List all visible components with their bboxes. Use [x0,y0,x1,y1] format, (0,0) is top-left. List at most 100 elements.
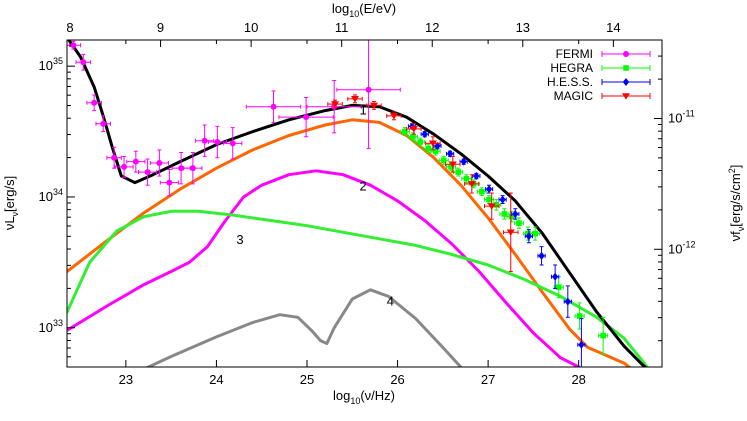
curve-label: 2 [360,178,367,193]
curve-label: 4 [387,294,394,309]
top-tick-label: 14 [606,20,620,35]
marker-triangle [506,229,515,236]
curve-labels: 1 2 3 4 [236,103,394,309]
marker-triangle [409,126,418,133]
model-curve-2 [67,169,581,367]
marker-square [432,148,439,154]
data-point [513,217,524,229]
marker-square [440,157,447,164]
data-point [75,53,92,71]
marker-square [425,145,432,152]
marker-circle [91,99,98,106]
marker-circle [144,169,151,176]
marker-diamond [446,149,454,158]
marker-circle [178,165,185,172]
data-point [577,318,586,367]
data-point [278,97,334,138]
marker-square [555,284,562,291]
marker-diamond [512,209,519,218]
series-magic [327,94,519,273]
marker-triangle [448,161,457,168]
data-point [537,246,546,266]
marker-square [402,128,408,135]
series-hess [407,122,586,367]
marker-triangle [370,102,379,109]
x-tick-label: 23 [119,372,133,387]
y-axis-left-title: νLν[erg/s] [2,176,20,230]
marker-square [410,133,416,140]
marker-square [448,164,454,170]
x-tick-label: 25 [300,372,314,387]
marker-diamond [622,78,630,86]
marker-diamond [499,195,506,204]
data-point [472,172,481,181]
data-point [420,130,429,139]
y-axis-right-title: νfν[erg/s/cm2] [727,165,746,242]
data-point [464,174,480,194]
marker-square [455,169,462,175]
data-point [483,192,500,220]
data-point [126,150,146,173]
x-tick-label: 28 [571,372,585,387]
legend-item: MAGIC [554,89,651,103]
y-right-tick-label: 10-11 [668,108,695,125]
top-tick-label: 8 [66,20,73,35]
marker-diamond [460,157,467,166]
data-point [425,136,441,151]
data-point [499,208,510,220]
legend-item: FERMI [556,47,651,61]
x-axis-title: log10(ν/Hz) [333,388,395,406]
marker-circle [623,51,629,57]
marker-circle [229,140,236,147]
data-point [438,155,449,165]
marker-triangle [331,101,340,108]
top-tick-label: 12 [425,20,439,35]
marker-circle [214,139,221,146]
marker-square [478,188,485,195]
data-point [347,94,363,104]
data-point [511,208,520,220]
data-point [245,90,302,123]
marker-circle [365,86,372,93]
marker-circle [121,163,128,170]
marker-square [463,175,470,182]
data-point [336,40,401,150]
data-point [67,40,82,50]
marker-diamond [421,130,428,139]
data-point [524,229,533,244]
x-tick-label: 24 [209,372,223,387]
marker-circle [303,114,310,121]
marker-circle [70,42,77,49]
marker-circle [201,137,208,144]
x-tick-label: 27 [481,372,495,387]
marker-square [417,139,423,145]
marker-diamond [551,272,559,281]
top-axis-title: log10(E/eV) [332,1,396,19]
marker-triangle [350,96,359,103]
data-point [415,137,426,147]
marker-square [576,313,583,319]
marker-circle [189,165,196,172]
marker-diamond [434,141,441,150]
data-point [503,192,519,273]
legend-label: MAGIC [554,89,594,103]
legend-label: FERMI [556,47,593,61]
series-hegra [399,127,609,355]
data-point [95,115,111,133]
data-point [86,94,102,112]
data-point [598,316,609,355]
marker-square [600,332,606,339]
data-point [386,111,402,121]
marker-triangle [467,181,476,188]
top-tick-label: 10 [244,20,258,35]
marker-square [532,230,539,237]
axes: 23 24 25 26 27 288 9 10 11 12 13 1410331034103510-1… [39,20,696,387]
plot-frame [66,39,663,368]
marker-diamond [485,185,493,194]
data-point [453,167,464,177]
data-points [67,40,609,367]
data-point [306,80,362,134]
marker-diamond [525,232,533,241]
